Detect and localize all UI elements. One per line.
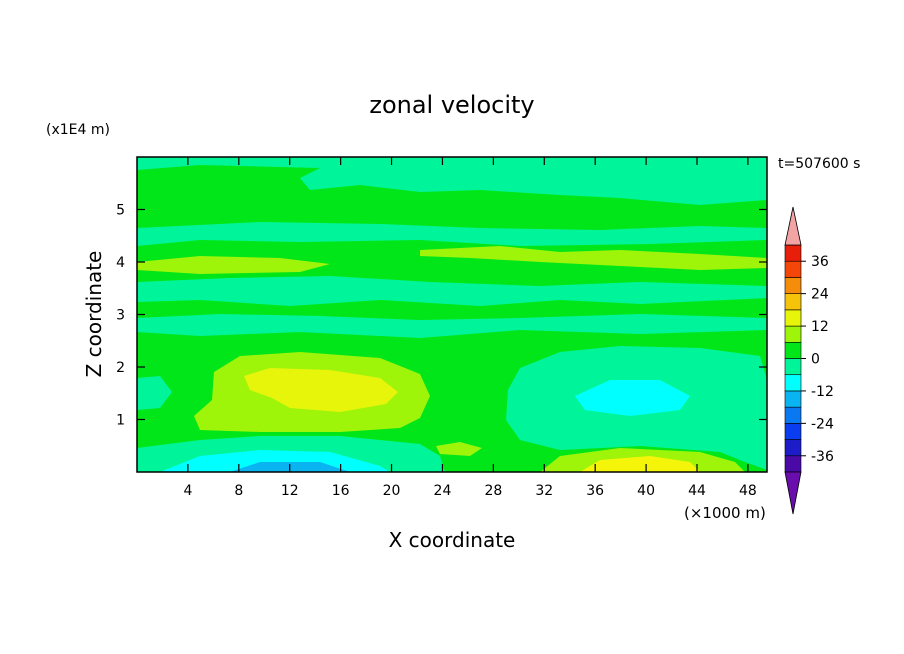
colorbar-over-triangle [784,206,802,246]
field-region-mid-3 [137,314,767,338]
colorbar-bin [784,325,802,343]
x-tick-label: 36 [586,483,604,499]
colorbar-bin [784,341,802,359]
x-tick-label: 20 [383,483,401,499]
x-tick-label: 32 [535,483,553,499]
colorbar-label: 12 [811,319,829,335]
y-tick-label: 3 [116,308,125,324]
field-region-yellow-left [244,368,398,412]
x-tick-label: 24 [434,483,452,499]
field-region-mid-2 [137,276,767,306]
colorbar-label: 0 [811,352,820,368]
field-region-left-edge [137,376,172,410]
field-region-upper [137,157,767,205]
x-tick-label: 40 [637,483,655,499]
x-tick-label: 12 [281,483,299,499]
x-axis: 4 8 12 16 20 24 28 32 36 40 44 48 [183,157,757,499]
x-tick-label: 44 [688,483,706,499]
colorbar-bin [784,358,802,376]
colorbar-bin [784,244,802,262]
chart-title: zonal velocity [369,91,534,119]
colorbar-bin [784,406,802,424]
x-tick-label: 16 [332,483,350,499]
field-region-mid-1 [137,222,767,246]
colorbar-bin [784,260,802,278]
x-unit-label: (×1000 m) [684,504,766,522]
y-axis: 1 2 3 4 5 [116,203,767,429]
colorbar-bin [784,293,802,311]
colorbar-bin [784,309,802,327]
x-tick-label: 4 [183,483,192,499]
colorbar-bin [784,423,802,440]
contour-field [136,156,768,473]
y-tick-label: 1 [116,413,125,429]
colorbar-bin [784,455,802,473]
colorbar-bin [784,374,802,392]
colorbar-bin [784,390,802,408]
colorbar: 36 24 12 0 -12 -24 -36 [784,206,834,515]
x-axis-label: X coordinate [389,528,516,552]
field-region-warm-band-4b [420,246,767,270]
colorbar-label: -24 [811,416,834,432]
x-tick-label: 8 [234,483,243,499]
colorbar-bin [784,439,802,457]
y-tick-label: 5 [116,203,125,219]
y-unit-label: (x1E4 m) [46,122,110,138]
x-tick-label: 28 [484,483,502,499]
field-region-warm-band-4 [137,256,330,274]
time-label: t=507600 s [778,156,860,172]
y-tick-label: 4 [116,255,125,271]
colorbar-bin [784,277,802,294]
colorbar-label: -36 [811,449,834,465]
field-region-yellow-bottom [580,456,700,472]
field-region-cyan-right [575,380,690,416]
field-region-warm-small [436,442,482,456]
y-axis-label: Z coordinate [82,251,106,378]
colorbar-label: -12 [811,384,834,400]
y-tick-label: 2 [116,360,125,376]
x-tick-label: 48 [739,483,757,499]
colorbar-label: 24 [811,287,829,303]
colorbar-label: 36 [811,254,829,270]
colorbar-under-triangle [784,471,802,515]
